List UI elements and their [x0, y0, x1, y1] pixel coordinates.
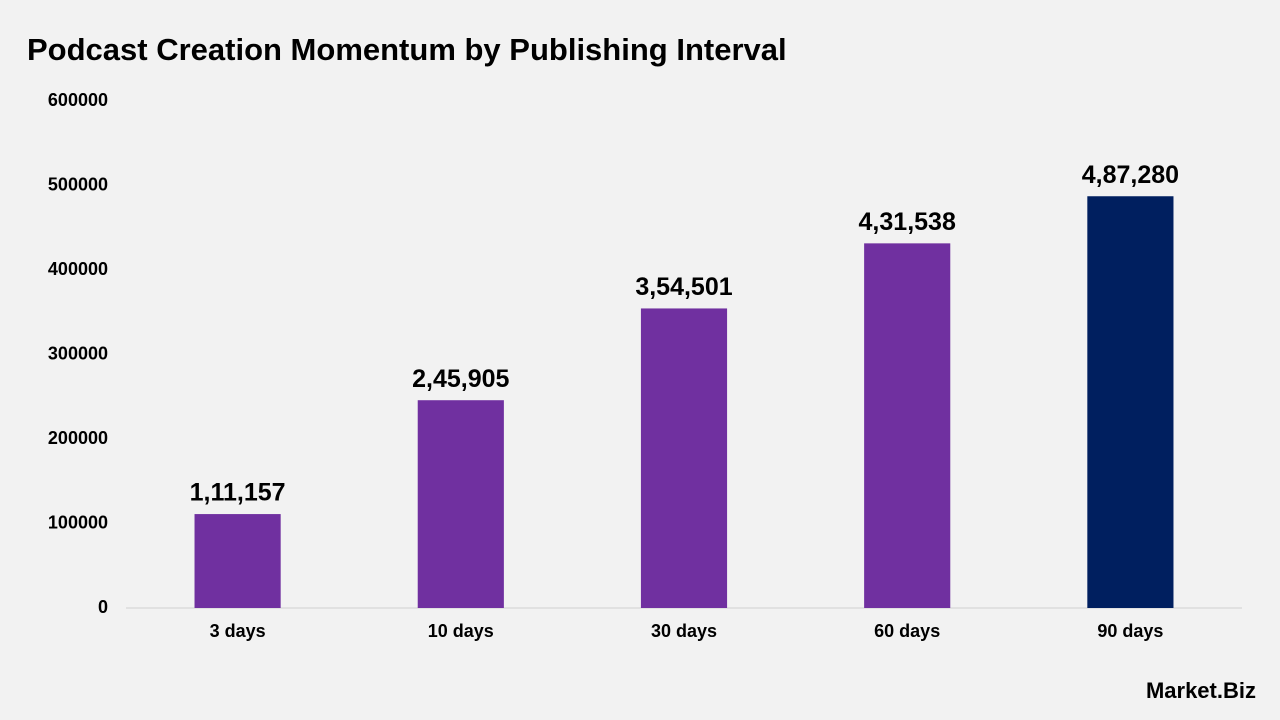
x-tick-label: 10 days: [428, 621, 494, 641]
y-tick-label: 0: [98, 597, 108, 617]
y-tick-label: 500000: [48, 174, 108, 194]
bar: [864, 243, 951, 608]
y-tick-label: 400000: [48, 259, 108, 279]
bar: [194, 514, 281, 608]
value-label: 2,45,905: [412, 365, 509, 393]
value-label: 4,87,280: [1082, 161, 1179, 189]
y-tick-label: 600000: [48, 90, 108, 110]
x-tick-label: 90 days: [1097, 621, 1163, 641]
x-tick-label: 3 days: [210, 621, 266, 641]
chart-title: Podcast Creation Momentum by Publishing …: [27, 32, 787, 67]
value-label: 1,11,157: [190, 479, 286, 507]
x-tick-label: 60 days: [874, 621, 940, 641]
logo: Market.Biz: [1146, 678, 1256, 703]
value-label: 3,54,501: [635, 273, 732, 301]
bar: [640, 308, 728, 608]
bar: [417, 400, 504, 608]
y-tick-label: 200000: [48, 428, 108, 448]
x-tick-label: 30 days: [651, 621, 717, 641]
y-tick-label: 100000: [48, 512, 108, 532]
value-label: 4,31,538: [859, 208, 956, 236]
bar: [1087, 196, 1174, 608]
y-tick-label: 300000: [48, 343, 108, 363]
